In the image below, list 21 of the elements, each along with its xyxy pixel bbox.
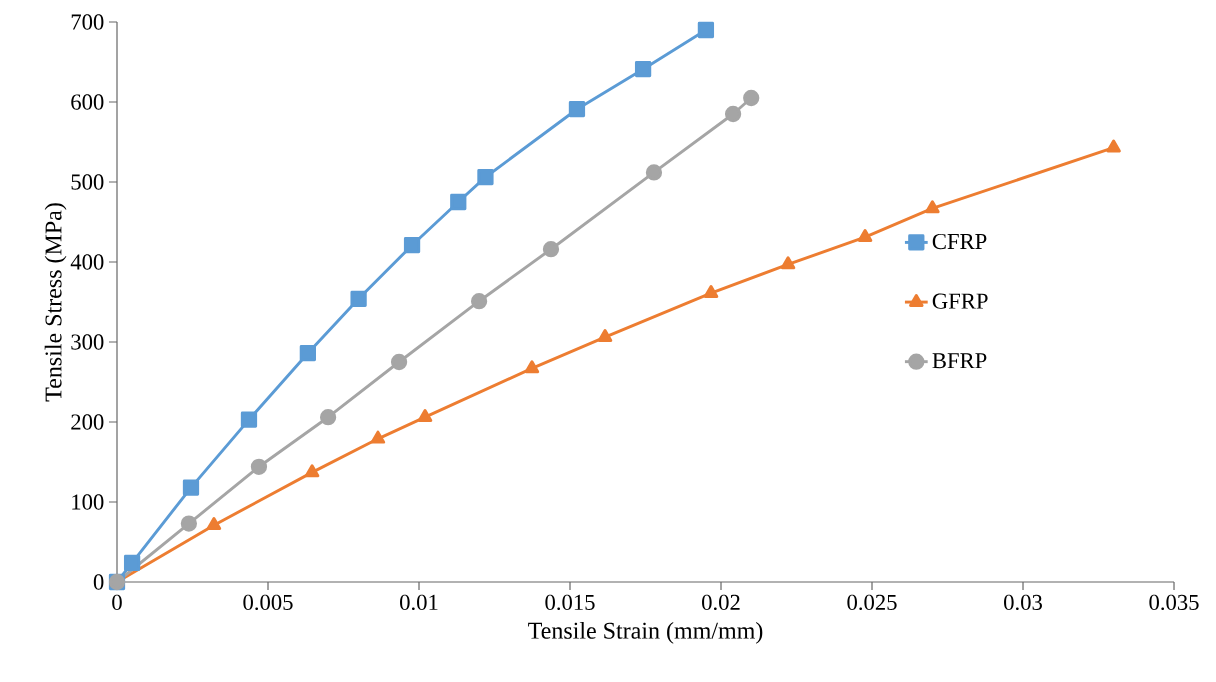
y-tick-label: 100 [72, 494, 104, 510]
y-tick-label: 0 [93, 574, 104, 590]
x-axis-title: Tensile Strain (mm/mm) [528, 621, 763, 644]
y-tick-label: 400 [70, 254, 104, 270]
legend-label: BFRP [932, 353, 987, 369]
y-tick-label: 500 [71, 174, 104, 190]
y-axis-title: Tensile Stress (MPa) [44, 203, 67, 402]
y-tick-label: 300 [71, 334, 104, 350]
x-tick-label: 0.02 [702, 594, 740, 611]
x-tick-label: 0.015 [545, 594, 595, 611]
y-tick-label: 200 [71, 414, 104, 430]
x-tick-label: 0.035 [1149, 594, 1199, 611]
x-tick-label: 0.01 [400, 594, 438, 611]
x-tick-label: 0 [112, 594, 122, 611]
legend-label: CFRP [932, 233, 987, 250]
x-tick-label: 0.03 [1004, 594, 1042, 611]
legend-label: GFRP [932, 293, 988, 309]
x-tick-label: 0.025 [847, 594, 897, 611]
x-tick-label: 0.005 [243, 594, 293, 611]
y-tick-label: 600 [71, 94, 104, 110]
y-tick-label: 700 [71, 14, 104, 30]
